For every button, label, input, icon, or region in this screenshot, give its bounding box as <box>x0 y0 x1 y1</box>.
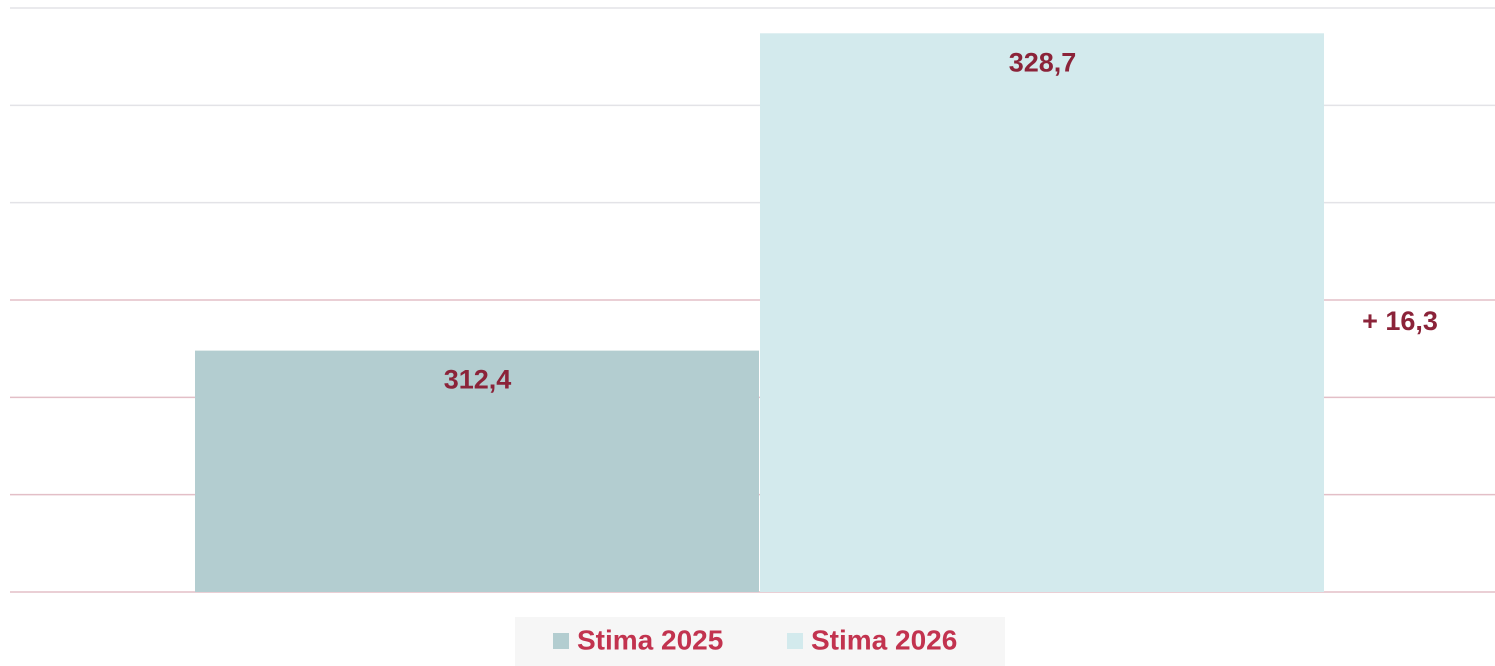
data-label: 328,7 <box>1009 47 1077 77</box>
legend-box <box>515 617 1005 666</box>
legend-label: Stima 2025 <box>577 624 723 655</box>
data-label: 312,4 <box>444 365 512 395</box>
annotation: + 16,3 <box>1362 306 1438 336</box>
bar <box>195 350 759 592</box>
legend-swatch <box>787 633 803 649</box>
legend-label: Stima 2026 <box>811 624 957 655</box>
legend-swatch <box>553 633 569 649</box>
bar <box>760 33 1324 593</box>
